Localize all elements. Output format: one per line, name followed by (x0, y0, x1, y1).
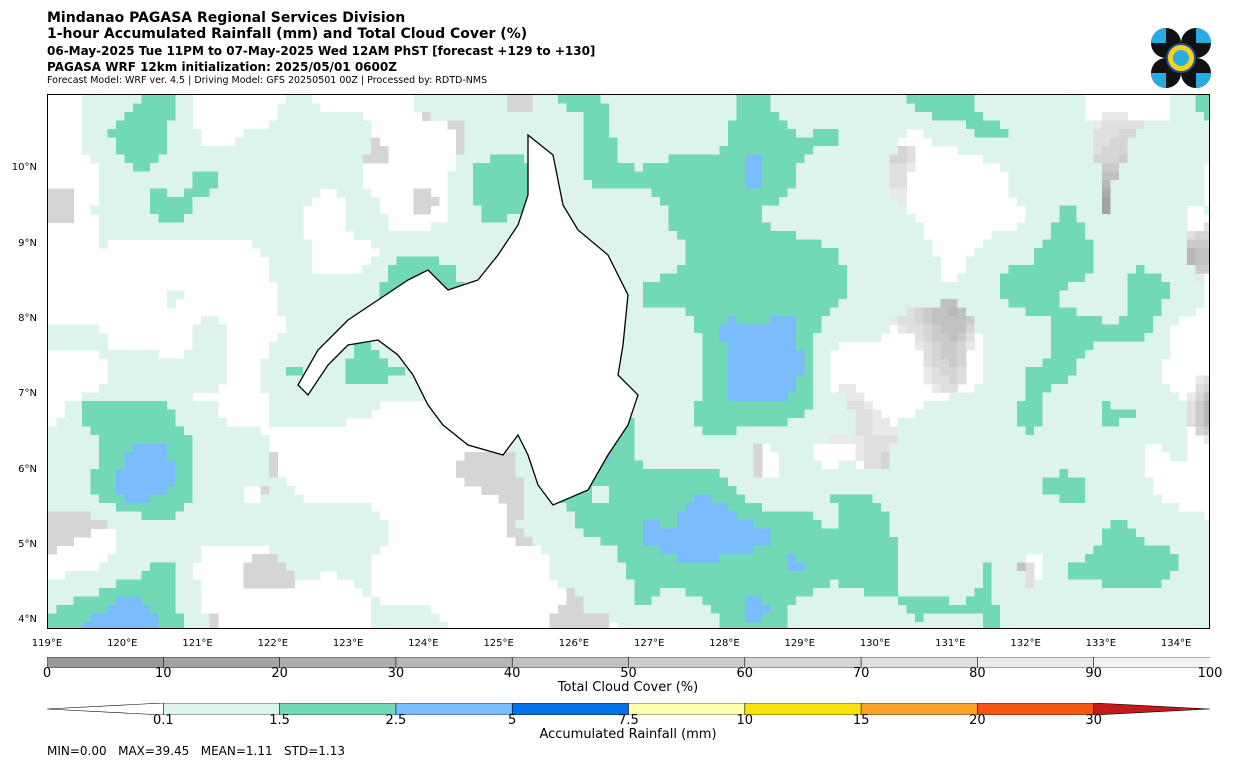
lat-label: 5°N (18, 539, 37, 551)
colorbar-segment (511, 703, 630, 715)
rain-tick-label: 0.1 (152, 713, 174, 728)
colorbar-segment (860, 703, 979, 715)
lon-label: 132°E (1010, 638, 1041, 649)
colorbar-segment (977, 703, 1095, 715)
colorbar-segment (977, 657, 1095, 668)
colorbar-segment (860, 657, 979, 668)
colorbar-segment (395, 703, 513, 715)
cloud-tick-label: 0 (42, 666, 52, 681)
colorbar-segment (163, 703, 281, 715)
rain-tick-label: 2.5 (385, 713, 407, 728)
rain-tick-label: 1.5 (269, 713, 290, 728)
rainfall-map (47, 94, 1210, 629)
colorbar-segment (163, 657, 281, 668)
lon-label: 123°E (332, 638, 364, 649)
lon-label: 134°E (1160, 638, 1192, 649)
lat-label: 9°N (18, 237, 37, 249)
lon-label: 124°E (408, 638, 439, 649)
rain-tick-label: 5 (508, 713, 517, 728)
lon-label: 122°E (257, 638, 289, 649)
title-line-1: Mindanao PAGASA Regional Services Divisi… (47, 10, 406, 26)
colorbar-segment (628, 657, 746, 668)
cloud-tick-label: 100 (1197, 666, 1223, 681)
rainfall-colorbar (47, 703, 1210, 715)
cloud-tick-label: 40 (503, 666, 521, 681)
cloud-tick-label: 70 (852, 666, 870, 681)
lon-label: 125°E (483, 638, 514, 649)
lon-label: 119°E (31, 638, 63, 649)
mindanao-coastline (297, 133, 639, 506)
rain-tick-label: 30 (1085, 713, 1102, 728)
colorbar-segment (744, 657, 862, 668)
lat-label: 10°N (11, 162, 37, 174)
colorbar-segment (628, 703, 746, 715)
colorbar-segment (395, 657, 513, 668)
lat-label: 8°N (18, 313, 37, 325)
rain-tick-label: 7.5 (618, 713, 639, 728)
cloud-tick-label: 30 (387, 666, 405, 681)
colorbar-segment (1093, 703, 1210, 715)
model-info-line: Forecast Model: WRF ver. 4.5 | Driving M… (47, 75, 488, 86)
cloud-tick-label: 10 (155, 666, 172, 681)
map-canvas (48, 95, 1209, 628)
cloud-tick-label: 20 (271, 666, 288, 681)
cloud-cover-colorbar (47, 657, 1210, 668)
colorbar-segment (47, 657, 165, 668)
colorbar-segment (511, 657, 630, 668)
colorbar-segment (47, 703, 164, 715)
colorbar-segment (279, 657, 397, 668)
lon-label: 130°E (859, 638, 891, 649)
lon-label: 133°E (1085, 638, 1117, 649)
lon-label: 127°E (633, 638, 665, 649)
cloud-tick-label: 90 (1085, 666, 1102, 681)
lon-label: 128°E (709, 638, 740, 649)
statistics-line: MIN=0.00 MAX=39.45 MEAN=1.11 STD=1.13 (47, 744, 346, 758)
lon-label: 121°E (182, 638, 213, 649)
lon-label: 129°E (784, 638, 815, 649)
colorbar-segment (744, 703, 862, 715)
initialization-line: PAGASA WRF 12km initialization: 2025/05/… (47, 60, 397, 74)
pagasa-logo (1151, 28, 1211, 88)
cloud-tick-label: 50 (620, 666, 637, 681)
forecast-period: 06-May-2025 Tue 11PM to 07-May-2025 Wed … (47, 44, 596, 58)
lat-label: 7°N (18, 388, 37, 400)
cloud-tick-label: 80 (969, 666, 986, 681)
lat-label: 6°N (18, 463, 37, 475)
title-line-2: 1-hour Accumulated Rainfall (mm) and Tot… (47, 26, 528, 42)
colorbar-segment (279, 703, 397, 715)
rainfall-label: Accumulated Rainfall (mm) (539, 727, 717, 742)
lon-label: 131°E (935, 638, 966, 649)
colorbar-segment (1093, 657, 1210, 668)
lat-label: 4°N (18, 614, 37, 626)
lon-label: 126°E (558, 638, 590, 649)
cloud-cover-label: Total Cloud Cover (%) (557, 680, 699, 695)
lon-label: 120°E (107, 638, 138, 649)
rain-tick-label: 20 (969, 713, 986, 728)
rain-tick-label: 15 (852, 713, 870, 728)
rain-tick-label: 10 (736, 713, 754, 728)
cloud-tick-label: 60 (736, 666, 754, 681)
field-cells (48, 95, 1209, 628)
